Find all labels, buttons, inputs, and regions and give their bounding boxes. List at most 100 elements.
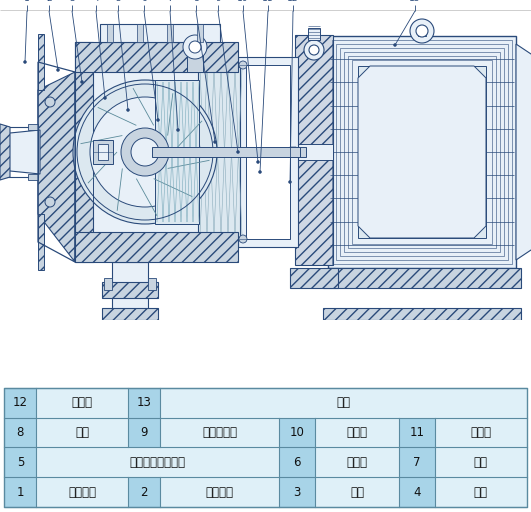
Bar [295, 35, 333, 265]
Text: 叶轮、内磁钢总成: 叶轮、内磁钢总成 [130, 456, 186, 469]
Bar [4, 388, 37, 418]
Circle shape [416, 25, 428, 37]
Text: 6: 6 [141, 0, 147, 3]
Circle shape [121, 128, 169, 176]
Text: 1: 1 [16, 485, 24, 499]
Bar [295, 144, 333, 160]
Circle shape [23, 60, 27, 63]
Text: 4: 4 [93, 0, 99, 3]
Polygon shape [358, 66, 486, 238]
Circle shape [45, 197, 55, 207]
Text: 2: 2 [46, 0, 52, 3]
Bar [344, 52, 500, 252]
Bar [98, 144, 108, 160]
Bar [279, 418, 315, 447]
Circle shape [104, 96, 107, 99]
Bar [246, 65, 290, 239]
Bar [102, 308, 158, 320]
Bar [352, 60, 492, 244]
Text: 10: 10 [289, 426, 304, 439]
Text: 5: 5 [115, 0, 121, 3]
Text: 10: 10 [237, 0, 249, 3]
Bar [358, 66, 486, 238]
Bar [323, 268, 521, 288]
Circle shape [126, 109, 130, 112]
Bar [4, 477, 527, 507]
Bar [288, 147, 306, 157]
Text: 12: 12 [13, 396, 28, 410]
Polygon shape [516, 44, 531, 260]
Circle shape [81, 80, 83, 83]
Bar [104, 278, 112, 290]
Bar [332, 40, 512, 264]
Circle shape [239, 61, 247, 69]
Bar [336, 44, 508, 260]
Circle shape [157, 118, 159, 121]
Circle shape [259, 170, 261, 174]
Circle shape [90, 97, 200, 207]
Bar [128, 418, 160, 447]
Bar [198, 67, 240, 237]
Bar [4, 388, 527, 418]
Bar [152, 147, 300, 157]
Bar [418, 28, 426, 36]
Text: 7: 7 [413, 456, 421, 469]
Circle shape [189, 41, 201, 53]
Text: 1: 1 [24, 0, 30, 3]
Text: 9: 9 [215, 0, 221, 3]
Bar [107, 24, 113, 42]
Text: 5: 5 [16, 456, 24, 469]
Text: 联接架: 联接架 [72, 396, 93, 410]
Text: 13: 13 [409, 0, 421, 3]
Text: 泵轴: 泵轴 [75, 426, 89, 439]
Bar [399, 418, 435, 447]
Text: 8: 8 [193, 0, 199, 3]
Bar [279, 447, 315, 477]
Bar [0, 127, 38, 177]
Circle shape [236, 151, 239, 154]
Text: 9: 9 [141, 426, 148, 439]
Polygon shape [0, 124, 10, 180]
Circle shape [393, 44, 397, 47]
Bar [38, 214, 44, 270]
Bar [4, 477, 37, 507]
Circle shape [304, 40, 324, 60]
Bar [38, 34, 44, 90]
Text: 7: 7 [167, 0, 173, 3]
Text: 11: 11 [262, 0, 274, 3]
Bar [167, 24, 173, 42]
Circle shape [45, 97, 55, 107]
Text: 隔离套: 隔离套 [470, 426, 491, 439]
Text: 11: 11 [409, 426, 424, 439]
Polygon shape [38, 72, 75, 262]
Text: 密封圈: 密封圈 [346, 456, 367, 469]
Text: 3: 3 [293, 485, 301, 499]
Bar [102, 282, 158, 298]
Text: 12: 12 [287, 0, 298, 3]
Bar [4, 418, 527, 447]
Bar [93, 72, 238, 232]
Bar [28, 174, 38, 180]
Text: 8: 8 [16, 426, 24, 439]
Bar [155, 80, 199, 224]
Bar [148, 278, 156, 290]
Polygon shape [0, 130, 40, 174]
Text: 6: 6 [293, 456, 301, 469]
Circle shape [288, 181, 292, 183]
Bar [399, 447, 435, 477]
Text: 动环: 动环 [474, 485, 488, 499]
Circle shape [213, 140, 217, 143]
Text: 进口法兰: 进口法兰 [68, 485, 96, 499]
Bar [137, 24, 143, 42]
Bar [187, 52, 203, 72]
Bar [128, 477, 160, 507]
Bar [399, 477, 435, 507]
Bar [93, 140, 113, 164]
Text: 外磁钢总成: 外磁钢总成 [202, 426, 237, 439]
Bar [28, 124, 38, 130]
Bar [4, 447, 37, 477]
Bar [112, 262, 148, 320]
Circle shape [131, 138, 159, 166]
Circle shape [56, 69, 59, 72]
Text: 轴承: 轴承 [474, 456, 488, 469]
